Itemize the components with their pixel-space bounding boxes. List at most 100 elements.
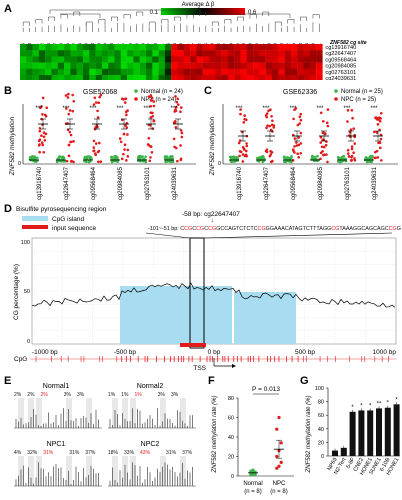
heatmap-cell bbox=[158, 75, 166, 80]
site-tick-label: cg13916740 bbox=[37, 166, 43, 200]
legend-npc-marker bbox=[134, 97, 138, 101]
npc-point bbox=[40, 134, 43, 138]
npc-point bbox=[99, 160, 103, 163]
heatmap-cells bbox=[20, 44, 323, 80]
heatmap-cell bbox=[202, 75, 210, 80]
pyrogram-cpg-highlight bbox=[28, 398, 34, 428]
npc-point bbox=[237, 141, 241, 145]
heatmap-cell bbox=[164, 75, 172, 80]
normal-point bbox=[28, 155, 32, 159]
npc-point bbox=[325, 140, 328, 143]
panel-c-title: GSE62336 bbox=[283, 89, 317, 96]
npc-point bbox=[326, 160, 329, 164]
panel-e-letter: E bbox=[4, 375, 11, 387]
npc-point bbox=[92, 146, 96, 149]
dendro-branch bbox=[174, 16, 181, 21]
npc-point bbox=[64, 94, 68, 97]
dendro-branch bbox=[300, 16, 307, 21]
npc-point bbox=[241, 160, 245, 163]
significance-marker: *** bbox=[62, 106, 70, 112]
npc-point bbox=[319, 141, 322, 144]
heatmap-cell bbox=[246, 75, 254, 80]
heatmap-cell bbox=[265, 50, 273, 57]
legend-normal-marker bbox=[134, 89, 138, 93]
dendro-branch bbox=[85, 21, 93, 26]
npc-point bbox=[376, 123, 380, 126]
heatmap-cell bbox=[290, 50, 298, 57]
npc-point bbox=[126, 148, 130, 152]
npc-point bbox=[72, 160, 75, 164]
normal-point bbox=[141, 155, 144, 158]
npc-point bbox=[43, 113, 47, 117]
npc-point bbox=[264, 149, 268, 153]
npc-point bbox=[97, 141, 101, 145]
legend-npc-marker bbox=[334, 97, 338, 101]
npc-point bbox=[96, 116, 100, 119]
heatmap-cell bbox=[133, 68, 140, 76]
npc-point bbox=[326, 108, 330, 111]
significance-marker: *** bbox=[343, 106, 351, 112]
npc-point bbox=[277, 415, 281, 420]
npc-point bbox=[98, 95, 102, 99]
npc-point bbox=[176, 103, 180, 106]
npc-point bbox=[297, 136, 301, 139]
heatmap-cell bbox=[26, 44, 33, 51]
heatmap-cell bbox=[303, 75, 310, 80]
heatmap-cell bbox=[177, 44, 184, 51]
dendro-branch bbox=[211, 21, 219, 26]
site-tick-label: cg20984085 bbox=[318, 166, 324, 200]
npc-point bbox=[299, 142, 303, 145]
heatmap-cell bbox=[265, 44, 273, 51]
npc-point bbox=[380, 159, 383, 162]
panel-g-bars: NP69N2-Tert*5-8F*CNE2*HONE1**SUNE1*6-10B… bbox=[327, 397, 401, 476]
methylation-bar bbox=[393, 404, 400, 456]
heatmap-cell bbox=[32, 44, 40, 51]
dendro-branch bbox=[237, 16, 244, 21]
heatmap-cell bbox=[259, 50, 266, 57]
heatmap-cell bbox=[290, 56, 298, 63]
heatmap-cell bbox=[120, 44, 128, 51]
npc-point bbox=[41, 96, 45, 100]
heatmap-cell bbox=[32, 62, 40, 69]
heatmap-cell bbox=[51, 68, 58, 76]
normal-point bbox=[261, 160, 265, 164]
npc-point bbox=[151, 114, 154, 118]
panel-f-points bbox=[248, 415, 284, 477]
normal-point bbox=[171, 154, 174, 158]
legend-cpg-island-swatch bbox=[22, 216, 48, 221]
npc-point bbox=[179, 129, 183, 132]
site-tick-label: cg09568464 bbox=[91, 166, 97, 200]
npc-point bbox=[67, 92, 70, 96]
heatmap-cell bbox=[51, 62, 58, 69]
panel-f-scatter: F ZNF582 methylation rate (%) 020406080 … bbox=[208, 375, 294, 495]
npc-point bbox=[120, 157, 124, 161]
npc-point bbox=[346, 152, 350, 155]
heatmap-cell bbox=[246, 56, 254, 63]
npc-point bbox=[375, 117, 379, 121]
npc-point bbox=[378, 146, 382, 150]
npc-point bbox=[270, 114, 273, 118]
npc-point bbox=[70, 159, 73, 163]
npc-point bbox=[149, 99, 153, 102]
npc-point bbox=[125, 159, 128, 162]
pyrogram-values: 4% 32% 31% 31% 37% bbox=[14, 450, 96, 456]
heatmap-cell bbox=[89, 44, 96, 51]
npc-point bbox=[272, 124, 276, 127]
npc-point bbox=[92, 139, 96, 143]
heatmap-cell bbox=[95, 56, 103, 63]
normal-point bbox=[58, 155, 61, 158]
heatmap-cell bbox=[32, 56, 40, 63]
heatmap-cell bbox=[303, 62, 310, 69]
sequence-segment: GGAAACATAGTCTTTAGG bbox=[266, 226, 332, 232]
npc-point bbox=[325, 121, 329, 125]
heatmap-cell bbox=[114, 44, 121, 51]
npc-point bbox=[179, 144, 182, 147]
npc-point bbox=[245, 142, 248, 145]
bar-category-label: 5-8F bbox=[345, 456, 356, 469]
heatmap-cell bbox=[272, 75, 279, 80]
normal-point bbox=[63, 160, 67, 163]
npc-point bbox=[149, 104, 153, 108]
heatmap-cell bbox=[133, 56, 140, 63]
cpg-methylation-value: 31% bbox=[43, 450, 54, 456]
cpg-methylation-value: 2% bbox=[40, 392, 48, 398]
